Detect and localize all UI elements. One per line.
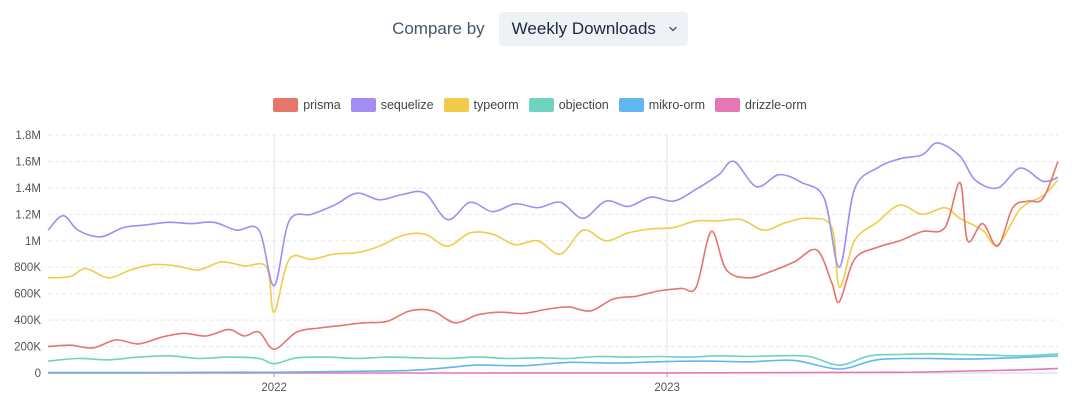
legend-swatch xyxy=(350,98,376,112)
legend-label: mikro-orm xyxy=(648,98,705,112)
legend-label: sequelize xyxy=(380,98,434,112)
compare-label: Compare by xyxy=(392,19,485,38)
x-tick-label: 2022 xyxy=(261,382,287,394)
compare-select-value: Weekly Downloads xyxy=(511,19,656,38)
legend-swatch xyxy=(714,98,740,112)
series-line-mikro-orm[interactable] xyxy=(47,355,1059,374)
chart-legend: prisma sequelize typeorm objection mikro-orm… xyxy=(0,95,1080,115)
series-line-typeorm[interactable] xyxy=(47,179,1059,314)
legend-swatch xyxy=(273,98,299,112)
y-tick-label: 1.2M xyxy=(15,209,41,221)
x-tick-label: 2023 xyxy=(654,382,680,394)
legend-swatch xyxy=(618,98,644,112)
compare-bar: Compare by Weekly Downloads xyxy=(0,12,1080,46)
y-tick-label: 400K xyxy=(14,315,41,327)
y-tick-label: 600K xyxy=(14,289,41,301)
legend-item-prisma[interactable]: prisma xyxy=(273,98,341,112)
y-tick-label: 1.8M xyxy=(15,130,41,142)
legend-item-objection[interactable]: objection xyxy=(528,98,609,112)
compare-select[interactable]: Weekly Downloads xyxy=(498,12,688,46)
y-tick-label: 1.6M xyxy=(15,156,41,168)
legend-label: prisma xyxy=(303,98,341,112)
series-line-sequelize[interactable] xyxy=(47,142,1059,287)
legend-item-sequelize[interactable]: sequelize xyxy=(350,98,434,112)
legend-label: objection xyxy=(558,98,609,112)
legend-label: typeorm xyxy=(473,98,519,112)
y-tick-label: 0 xyxy=(35,368,41,380)
y-tick-label: 1.4M xyxy=(15,183,41,195)
legend-swatch xyxy=(443,98,469,112)
legend-label: drizzle-orm xyxy=(744,98,807,112)
chevron-down-icon xyxy=(669,26,677,32)
legend-item-drizzle-orm[interactable]: drizzle-orm xyxy=(714,98,807,112)
series-line-prisma[interactable] xyxy=(47,161,1059,350)
legend-swatch xyxy=(528,98,554,112)
y-tick-label: 1M xyxy=(25,236,41,248)
y-tick-label: 200K xyxy=(14,342,41,354)
y-tick-label: 800K xyxy=(14,262,41,274)
series-line-objection[interactable] xyxy=(47,353,1059,366)
series-line-drizzle-orm[interactable] xyxy=(48,367,1059,374)
legend-item-typeorm[interactable]: typeorm xyxy=(443,98,519,112)
legend-item-mikro-orm[interactable]: mikro-orm xyxy=(618,98,705,112)
